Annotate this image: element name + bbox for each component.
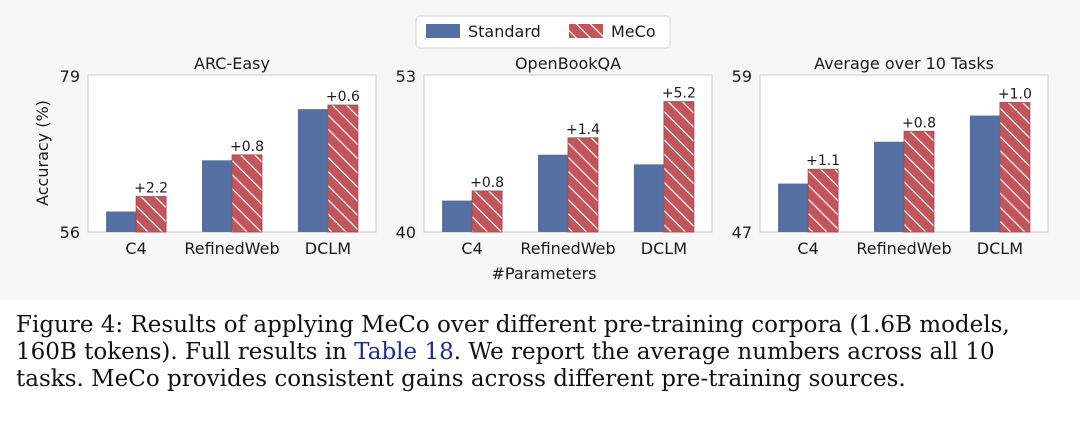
- x-tick-average-10-tasks-refinedweb: RefinedWeb: [856, 239, 951, 258]
- legend-label-meco: MeCo: [611, 22, 656, 41]
- x-tick-arc-easy-refinedweb: RefinedWeb: [184, 239, 279, 258]
- chart-title-average-10-tasks: Average over 10 Tasks: [814, 54, 994, 73]
- x-tick-openbookqa-c4: C4: [461, 239, 482, 258]
- caption-text-suffix: . We report the average numbers across a…: [16, 339, 995, 392]
- legend-swatch-standard: [426, 24, 460, 38]
- bar-openbookqa-c4-meco: [471, 190, 503, 233]
- gain-label-arc-easy-dclm: +0.6: [326, 89, 360, 105]
- bar-arc-easy-dclm-meco: [327, 104, 359, 233]
- x-tick-openbookqa-refinedweb: RefinedWeb: [520, 239, 615, 258]
- bar-openbookqa-dclm-standard: [633, 164, 664, 232]
- bars-arc-easy: +2.2 C4 +0.8 RefinedWeb +0.6 DCLM: [106, 89, 360, 258]
- bar-arc-easy-refinedweb-standard: [202, 160, 232, 232]
- bar-average-10-tasks-c4-meco: [807, 168, 839, 233]
- bar-average-10-tasks-c4-standard: [778, 183, 809, 232]
- caption-table-link[interactable]: Table 18: [354, 339, 454, 365]
- y-tick-bottom-arc-easy: 56: [60, 223, 80, 242]
- gain-label-openbookqa-c4: +0.8: [470, 175, 504, 191]
- panel-average-10-tasks: Average over 10 Tasks 59 47 +1.1 C4 +0.8 Re…: [732, 54, 1049, 258]
- panel-openbookqa: OpenBookQA 53 40 #Parameters +0.8 C4 +1.4 R…: [396, 54, 713, 283]
- legend-label-standard: Standard: [468, 22, 541, 41]
- bar-average-10-tasks-refinedweb-standard: [874, 141, 904, 232]
- y-tick-top-openbookqa: 53: [396, 67, 416, 86]
- x-tick-arc-easy-dclm: DCLM: [305, 239, 351, 258]
- y-tick-top-average-10-tasks: 59: [732, 67, 752, 86]
- bar-average-10-tasks-dclm-standard: [969, 115, 1000, 232]
- bar-openbookqa-c4-standard: [442, 200, 473, 232]
- gain-label-average-10-tasks-refinedweb: +0.8: [902, 115, 936, 131]
- x-tick-openbookqa-dclm: DCLM: [641, 239, 687, 258]
- y-axis-label: Accuracy (%): [33, 100, 52, 206]
- gain-label-average-10-tasks-dclm: +1.0: [998, 86, 1032, 102]
- bar-arc-easy-c4-standard: [106, 211, 137, 232]
- chart-title-openbookqa: OpenBookQA: [515, 54, 621, 73]
- figure: Standard MeCo ARC-Easy 79 56 Accuracy (%…: [33, 15, 1049, 283]
- bar-openbookqa-refinedweb-meco: [567, 137, 599, 233]
- gain-label-arc-easy-c4: +2.2: [134, 181, 168, 197]
- bars-openbookqa: +0.8 C4 +1.4 RefinedWeb +5.2 DCLM: [442, 86, 696, 258]
- bar-openbookqa-refinedweb-standard: [538, 154, 568, 232]
- bar-average-10-tasks-dclm-meco: [999, 102, 1031, 233]
- bar-average-10-tasks-refinedweb-meco: [903, 130, 935, 233]
- chart-title-arc-easy: ARC-Easy: [194, 54, 270, 73]
- x-tick-arc-easy-c4: C4: [125, 239, 146, 258]
- y-tick-bottom-openbookqa: 40: [396, 223, 416, 242]
- gain-label-arc-easy-refinedweb: +0.8: [230, 139, 264, 155]
- x-axis-label: #Parameters: [492, 264, 597, 283]
- x-tick-average-10-tasks-c4: C4: [797, 239, 818, 258]
- bar-arc-easy-dclm-standard: [297, 109, 328, 232]
- legend: Standard MeCo: [415, 15, 671, 49]
- x-tick-average-10-tasks-dclm: DCLM: [977, 239, 1023, 258]
- legend-box: [415, 15, 671, 49]
- legend-swatch-meco: [569, 24, 603, 38]
- figure-caption: Figure 4: Results of applying MeCo over …: [16, 312, 1068, 393]
- gain-label-average-10-tasks-c4: +1.1: [806, 153, 840, 169]
- bar-arc-easy-refinedweb-meco: [231, 154, 263, 233]
- gain-label-openbookqa-dclm: +5.2: [662, 86, 696, 102]
- bar-openbookqa-dclm-meco: [663, 101, 695, 233]
- y-tick-bottom-average-10-tasks: 47: [732, 223, 752, 242]
- gain-label-openbookqa-refinedweb: +1.4: [566, 122, 600, 138]
- bars-average-10-tasks: +1.1 C4 +0.8 RefinedWeb +1.0 DCLM: [778, 86, 1032, 258]
- caption-text-prefix: Figure 4: Results of applying MeCo over …: [16, 312, 1010, 365]
- bar-arc-easy-c4-meco: [135, 196, 167, 233]
- panel-arc-easy: ARC-Easy 79 56 Accuracy (%) +2.2 C4 +0.8 Re…: [33, 54, 377, 258]
- y-tick-top-arc-easy: 79: [60, 67, 80, 86]
